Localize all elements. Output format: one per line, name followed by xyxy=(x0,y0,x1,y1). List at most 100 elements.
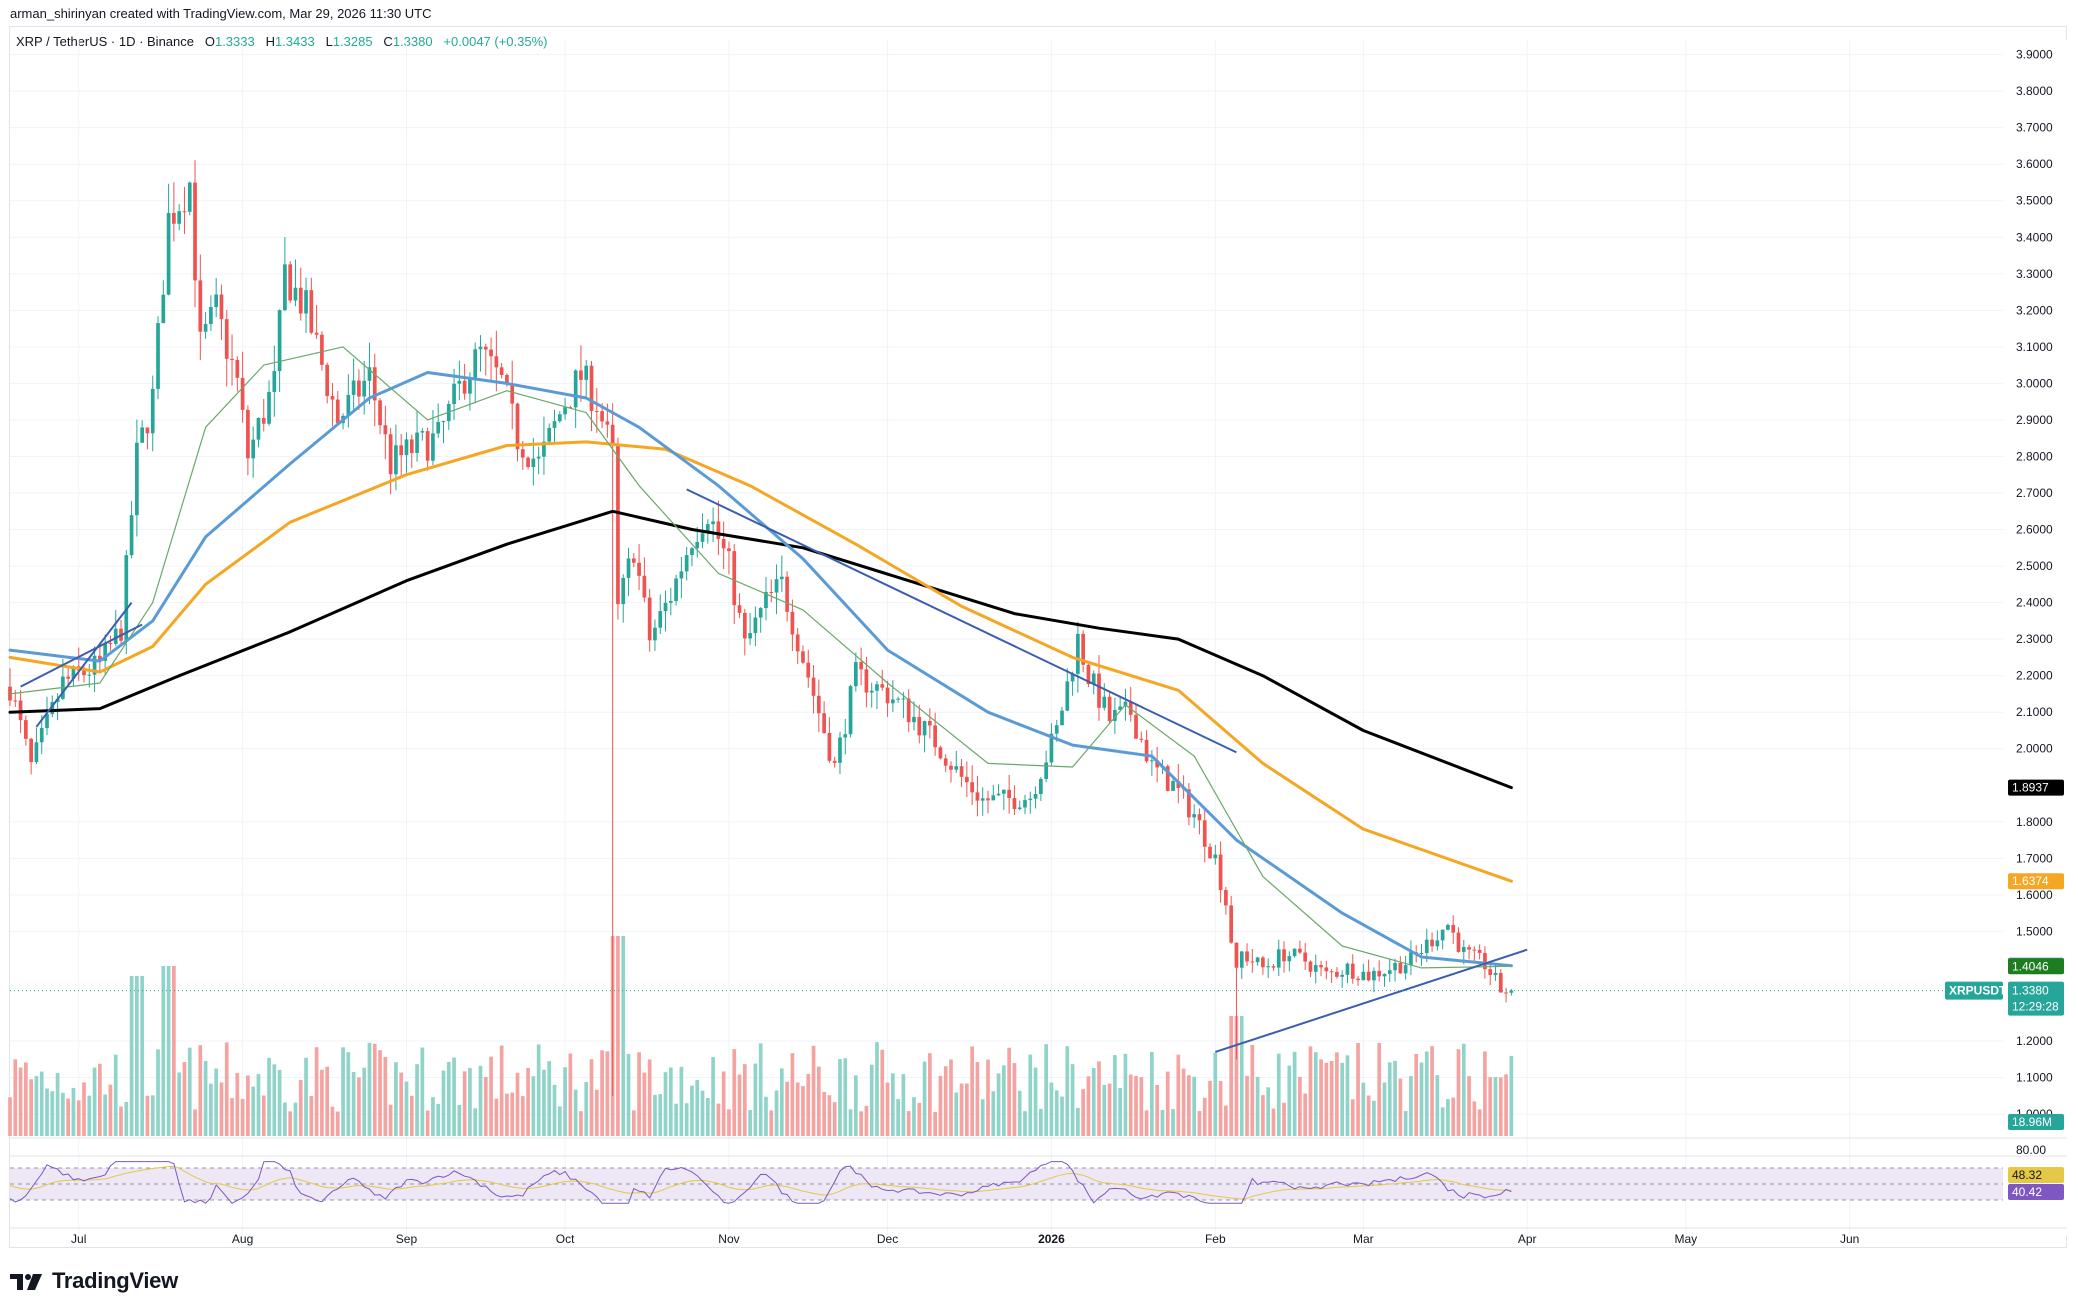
candle-body xyxy=(827,732,832,761)
volume-bar xyxy=(61,1092,65,1136)
volume-bar xyxy=(568,1053,573,1136)
time-tick-label: Apr xyxy=(1518,1232,1537,1246)
volume-bar xyxy=(394,1062,398,1136)
candle-body xyxy=(92,655,97,675)
candle-body xyxy=(468,378,472,394)
trendline[interactable] xyxy=(686,488,1237,754)
candle-body xyxy=(283,264,287,311)
candle-body xyxy=(98,655,102,661)
candle-body xyxy=(187,182,192,212)
candle-body xyxy=(674,578,678,601)
volume-bar xyxy=(1287,1065,1292,1136)
candle-body xyxy=(832,760,837,763)
volume-bar xyxy=(156,1049,160,1136)
candle-body xyxy=(668,600,673,603)
volume-bar xyxy=(631,1110,636,1136)
candle-body xyxy=(711,521,715,525)
candle-body xyxy=(198,280,203,332)
time-axis: Jul Aug Sep Oct Nov Dec 2026 Feb Mar Apr May Jun xyxy=(71,1232,1859,1246)
candle-body xyxy=(1329,971,1334,973)
volume-bar xyxy=(1002,1065,1006,1136)
volume-bar xyxy=(1350,1099,1355,1136)
candle-body xyxy=(1086,664,1091,685)
volume-bar xyxy=(1118,1087,1123,1136)
volume-bar xyxy=(362,1067,367,1136)
close-label: C xyxy=(383,34,393,49)
candle-body xyxy=(1313,965,1318,972)
price-tick-label: 2.1000 xyxy=(2016,705,2053,719)
volume-bar xyxy=(399,1072,404,1136)
volume-bar xyxy=(1261,1095,1265,1136)
symbol-name: XRP / TetherUS · 1D · Binance xyxy=(16,34,194,49)
volume-bar xyxy=(801,1086,805,1136)
volume-bar xyxy=(24,1062,28,1136)
tradingview-logo[interactable]: TradingView xyxy=(10,1268,178,1294)
volume-bar xyxy=(325,1066,330,1136)
candle-body xyxy=(573,370,578,408)
candle-body xyxy=(933,725,937,748)
candle-body xyxy=(1224,889,1228,906)
volume-bar xyxy=(1039,1108,1043,1136)
volume-bar xyxy=(1398,1078,1403,1136)
candle-body xyxy=(653,627,657,641)
candle-body xyxy=(600,411,604,422)
moving-average-line xyxy=(9,346,1513,969)
candle-body xyxy=(129,515,134,556)
volume-bar xyxy=(1440,1107,1445,1136)
trendline[interactable] xyxy=(20,623,143,688)
candle-body xyxy=(1303,952,1308,962)
price-tick-label: 3.5000 xyxy=(2016,194,2053,208)
candle-body xyxy=(404,439,409,456)
candle-body xyxy=(494,356,499,368)
trendline[interactable] xyxy=(35,602,133,728)
volume-bar xyxy=(922,1061,927,1136)
candle-body xyxy=(1493,973,1498,976)
volume-bar xyxy=(732,1049,737,1136)
candle-body xyxy=(1245,951,1249,962)
volume-bar xyxy=(18,1067,23,1136)
volume-bar xyxy=(1181,1068,1186,1136)
open-value: 1.3333 xyxy=(214,34,255,49)
candle-body xyxy=(880,684,885,688)
volume-bar xyxy=(1197,1111,1202,1136)
candle-body xyxy=(801,651,805,663)
volume-bar xyxy=(214,1068,219,1136)
candle-body xyxy=(520,449,525,458)
price-tick-label: 1.7000 xyxy=(2016,851,2053,865)
volume-bar xyxy=(705,1098,710,1136)
candle-body xyxy=(1488,969,1493,976)
candle-body xyxy=(875,684,879,691)
candle-body xyxy=(203,324,208,332)
volume-bar xyxy=(34,1076,39,1136)
candle-body xyxy=(261,418,266,424)
symbol-legend: XRP / TetherUS · 1D · Binance O1.3333 H1… xyxy=(16,34,548,49)
candle-body xyxy=(394,445,398,475)
volume-bar xyxy=(1324,1062,1329,1136)
volume-bar xyxy=(600,1050,604,1136)
volume-bar xyxy=(29,1079,33,1136)
candle-body xyxy=(1192,814,1197,818)
volume-bar xyxy=(378,1050,382,1136)
candle-body xyxy=(1350,963,1355,979)
volume-bar xyxy=(187,1047,192,1136)
candle-body xyxy=(769,592,774,594)
candle-body xyxy=(1097,673,1101,708)
volume-bar xyxy=(917,1102,922,1136)
candle-body xyxy=(172,212,176,224)
volume-bar xyxy=(66,1098,71,1136)
price-tick-label: 3.6000 xyxy=(2016,157,2053,171)
candle-body xyxy=(1356,978,1360,981)
volume-bar xyxy=(779,1068,784,1136)
candle-body xyxy=(896,698,900,700)
candle-body xyxy=(372,367,377,401)
volume-bar xyxy=(103,1094,108,1136)
time-tick-label: Dec xyxy=(877,1232,898,1246)
volume-bar xyxy=(457,1104,462,1136)
volume-bar xyxy=(251,1086,256,1136)
volume-bar xyxy=(367,1042,372,1136)
price-tick-label: 1.5000 xyxy=(2016,924,2053,938)
candle-body xyxy=(589,365,594,411)
trendline[interactable] xyxy=(1215,948,1528,1053)
volume-bar xyxy=(446,1061,451,1136)
